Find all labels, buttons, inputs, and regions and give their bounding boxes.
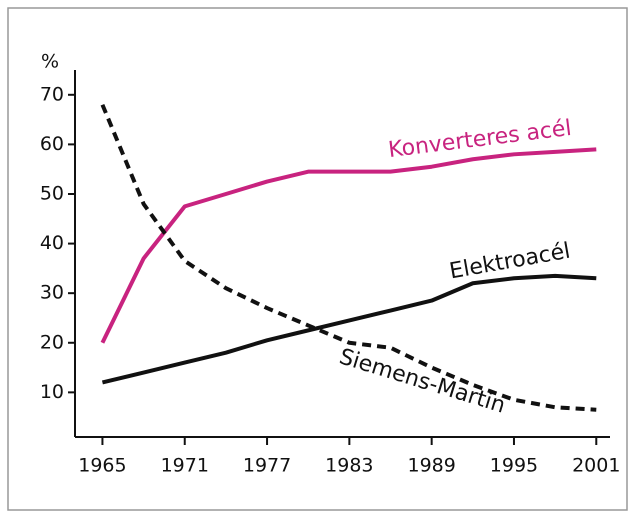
- x-tick-label: 1995: [490, 455, 538, 477]
- x-tick-label: 1971: [161, 455, 209, 477]
- y-tick-label: 40: [40, 232, 64, 254]
- x-tick-label: 1977: [243, 455, 291, 477]
- y-axis-label: %: [41, 51, 59, 73]
- y-tick-label: 60: [40, 133, 64, 155]
- x-tick-label: 1965: [78, 455, 126, 477]
- y-tick-label: 10: [40, 381, 64, 403]
- y-tick-label: 20: [40, 331, 64, 353]
- series-line: [101, 273, 597, 385]
- y-tick-label: 70: [40, 83, 64, 105]
- y-tick-label: 50: [40, 182, 64, 204]
- x-tick-label: 2001: [572, 455, 620, 477]
- x-tick-label: 1989: [407, 455, 455, 477]
- series-line: [100, 103, 597, 412]
- frame: [7, 7, 628, 511]
- series-line: [100, 147, 597, 344]
- y-tick-label: 30: [40, 282, 64, 304]
- x-tick-label: 1983: [325, 455, 373, 477]
